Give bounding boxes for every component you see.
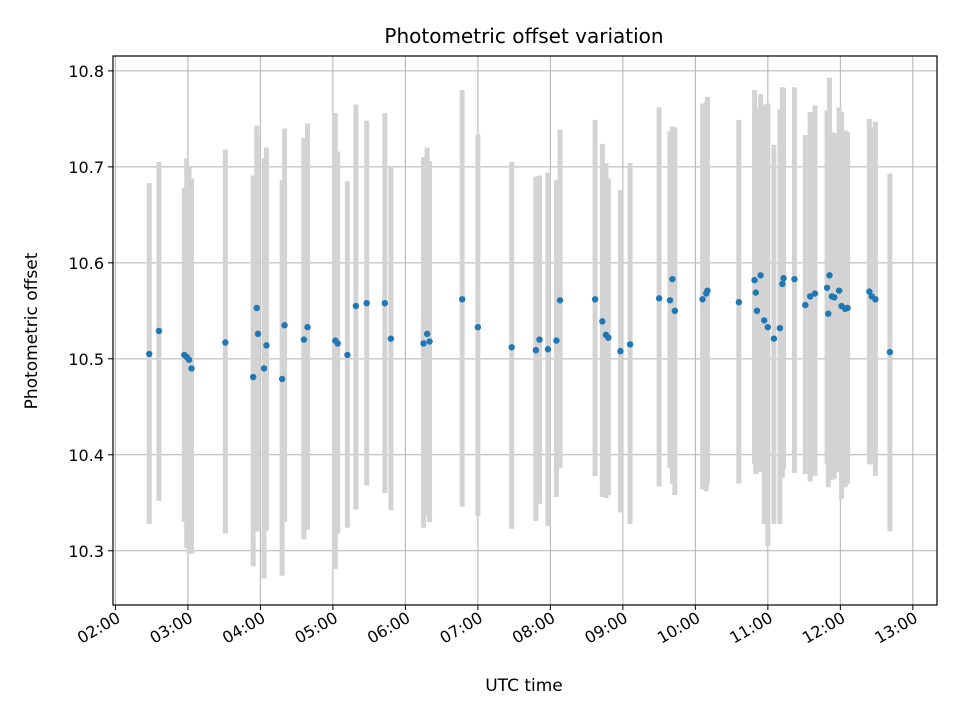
data-point: [806, 293, 814, 300]
data-point: [352, 302, 360, 310]
y-tick-label: 10.4: [68, 446, 104, 465]
data-point: [423, 330, 431, 338]
data-point: [655, 295, 663, 302]
data-point: [146, 350, 153, 358]
data-point: [420, 340, 427, 347]
data-point: [363, 299, 370, 307]
y-tick-label: 10.8: [68, 62, 104, 81]
data-point: [304, 323, 311, 331]
data-point: [764, 323, 772, 331]
y-tick-label: 10.6: [68, 254, 104, 273]
data-point: [263, 342, 270, 349]
data-point: [699, 296, 706, 303]
data-point: [671, 307, 679, 315]
data-point: [508, 344, 515, 351]
data-point: [752, 289, 759, 296]
data-point: [626, 341, 634, 348]
data-point: [381, 299, 389, 307]
data-point: [605, 334, 612, 341]
data-point: [155, 327, 163, 335]
data-point: [278, 375, 286, 383]
data-point: [776, 324, 784, 332]
data-point: [253, 304, 260, 312]
data-point: [811, 290, 819, 297]
data-point: [704, 287, 711, 294]
y-tick-label: 10.3: [68, 542, 104, 561]
y-axis-title: Photometric offset: [22, 252, 42, 409]
data-point: [823, 284, 831, 291]
y-axis: 10.3 10.4 10.5 10.6 10.7 10.8: [68, 62, 113, 561]
data-point: [553, 337, 560, 344]
y-tick-label: 10.5: [68, 350, 104, 369]
data-point: [757, 272, 764, 279]
data-point: [300, 336, 308, 343]
plot-frame: [112, 55, 938, 606]
data-point: [260, 365, 268, 372]
x-axis-title: UTC time: [485, 676, 563, 696]
data-point: [591, 296, 599, 303]
data-point: [802, 301, 809, 309]
data-point: [844, 304, 851, 312]
y-tick-label: 10.7: [68, 158, 104, 177]
data-point: [761, 317, 768, 324]
data-point: [556, 297, 564, 304]
data-point: [770, 335, 778, 342]
data-point: [426, 338, 433, 345]
data-point: [188, 365, 195, 372]
data-point: [866, 288, 873, 295]
data-point: [753, 307, 761, 315]
data-point: [344, 351, 351, 359]
data-point: [751, 276, 758, 284]
data-point: [281, 322, 288, 329]
data-point: [872, 296, 879, 303]
data-point: [387, 335, 395, 342]
data-point: [544, 346, 552, 353]
data-point: [334, 340, 341, 347]
data-point: [617, 347, 624, 355]
data-point: [532, 346, 540, 354]
data-point: [458, 296, 466, 303]
data-point: [735, 298, 743, 306]
data-point: [826, 272, 833, 279]
data-point: [886, 348, 894, 356]
data-points: [146, 272, 894, 383]
data-point: [831, 294, 838, 301]
data-point: [474, 323, 482, 331]
data-point: [835, 287, 843, 294]
data-point: [669, 275, 676, 283]
data-point: [536, 336, 543, 343]
chart-title: Photometric offset variation: [384, 24, 663, 48]
data-point: [779, 280, 786, 288]
data-point: [222, 339, 229, 346]
data-point: [249, 373, 257, 381]
data-point: [780, 274, 787, 282]
data-point: [185, 356, 193, 363]
data-point: [825, 310, 832, 317]
data-point: [666, 297, 674, 304]
data-point: [791, 275, 798, 283]
data-point: [254, 330, 262, 338]
data-point: [599, 318, 606, 325]
